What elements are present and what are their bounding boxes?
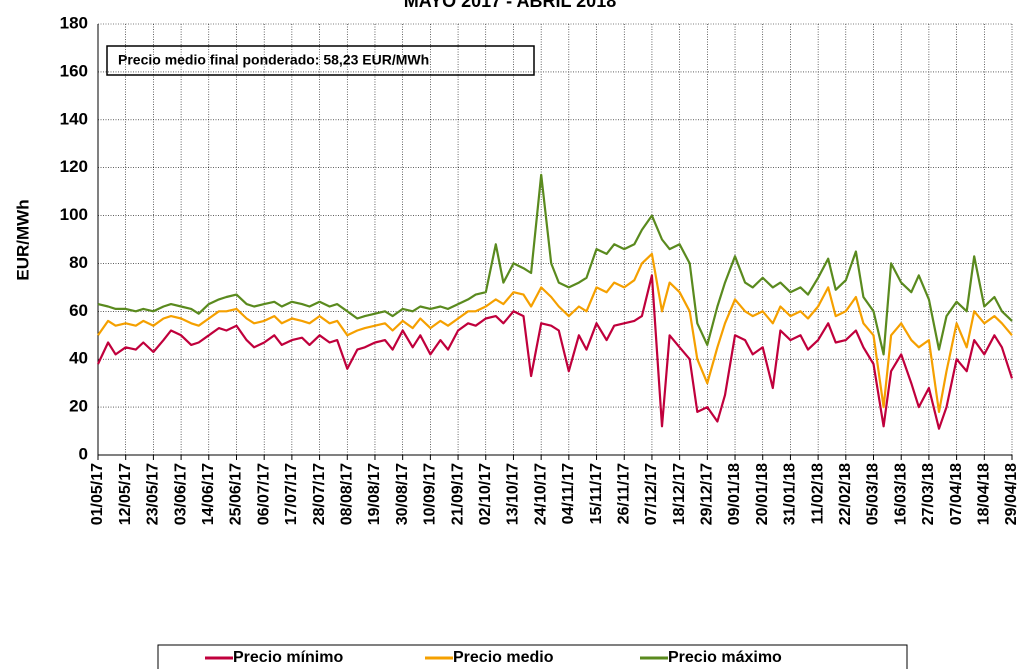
x-tick-label: 01/05/17 <box>89 463 106 525</box>
series-line <box>97 173 1013 356</box>
x-tick-label: 23/05/17 <box>145 463 162 525</box>
x-tick-label: 09/01/18 <box>726 463 743 525</box>
x-tick-label: 15/11/17 <box>588 463 605 525</box>
y-tick-label: 0 <box>79 444 88 463</box>
y-tick-label: 160 <box>60 61 88 80</box>
y-tick-label: 40 <box>69 349 88 368</box>
x-tick-label: 02/10/17 <box>477 463 494 525</box>
x-tick-label: 18/04/18 <box>976 463 993 525</box>
y-axis-title: EUR/MWh <box>13 199 32 280</box>
y-tick-label: 140 <box>60 109 88 128</box>
y-tick-label: 120 <box>60 157 88 176</box>
legend-label: Precio medio <box>453 649 554 666</box>
annotation-box <box>106 45 535 76</box>
x-tick-label: 07/04/18 <box>948 463 965 525</box>
x-tick-label: 06/07/17 <box>255 463 272 525</box>
x-tick-label: 17/07/17 <box>283 463 300 525</box>
legend-box <box>157 644 908 669</box>
y-tick-label: 60 <box>69 301 88 320</box>
y-tick-label: 100 <box>60 205 88 224</box>
series-line <box>97 274 1014 430</box>
x-tick-label: 29/12/17 <box>699 463 716 525</box>
x-tick-label: 11/02/18 <box>809 463 826 525</box>
x-tick-label: 18/12/17 <box>671 463 688 525</box>
series-line <box>97 252 1013 413</box>
x-tick-label: 21/09/17 <box>449 463 466 525</box>
grid <box>97 23 1013 456</box>
x-tick-label: 20/01/18 <box>754 463 771 525</box>
legend-label: Precio mínimo <box>233 649 343 666</box>
x-tick-label: 22/02/18 <box>837 463 854 525</box>
x-tick-label: 13/10/17 <box>505 463 522 525</box>
chart-title: MAYO 2017 - ABRIL 2018 <box>404 0 616 11</box>
x-tick-label: 12/05/17 <box>117 463 134 525</box>
x-tick-label: 03/06/17 <box>172 463 189 525</box>
x-tick-label: 25/06/17 <box>228 463 245 525</box>
y-tick-label: 80 <box>69 253 88 272</box>
x-tick-label: 16/03/18 <box>892 463 909 525</box>
x-tick-label: 27/03/18 <box>920 463 937 525</box>
x-tick-label: 24/10/17 <box>532 463 549 525</box>
x-tick-label: 07/12/17 <box>643 463 660 525</box>
annotation: Precio medio final ponderado: 58,23 EUR/… <box>118 52 429 68</box>
x-tick-label: 14/06/17 <box>200 463 217 525</box>
x-tick-label: 10/09/17 <box>422 463 439 525</box>
x-tick-label: 26/11/17 <box>615 463 632 525</box>
x-tick-label: 29/04/18 <box>1003 463 1019 525</box>
y-tick-label: 20 <box>69 397 88 416</box>
x-tick-label: 05/03/18 <box>865 463 882 525</box>
x-tick-label: 19/08/17 <box>366 463 383 525</box>
x-tick-label: 04/11/17 <box>560 463 577 525</box>
x-tick-label: 08/08/17 <box>338 463 355 525</box>
legend-label: Precio máximo <box>668 649 782 666</box>
x-tick-label: 30/08/17 <box>394 463 411 525</box>
x-tick-label: 28/07/17 <box>311 463 328 525</box>
x-tick-label: 31/01/18 <box>782 463 799 525</box>
y-tick-label: 180 <box>60 13 88 32</box>
